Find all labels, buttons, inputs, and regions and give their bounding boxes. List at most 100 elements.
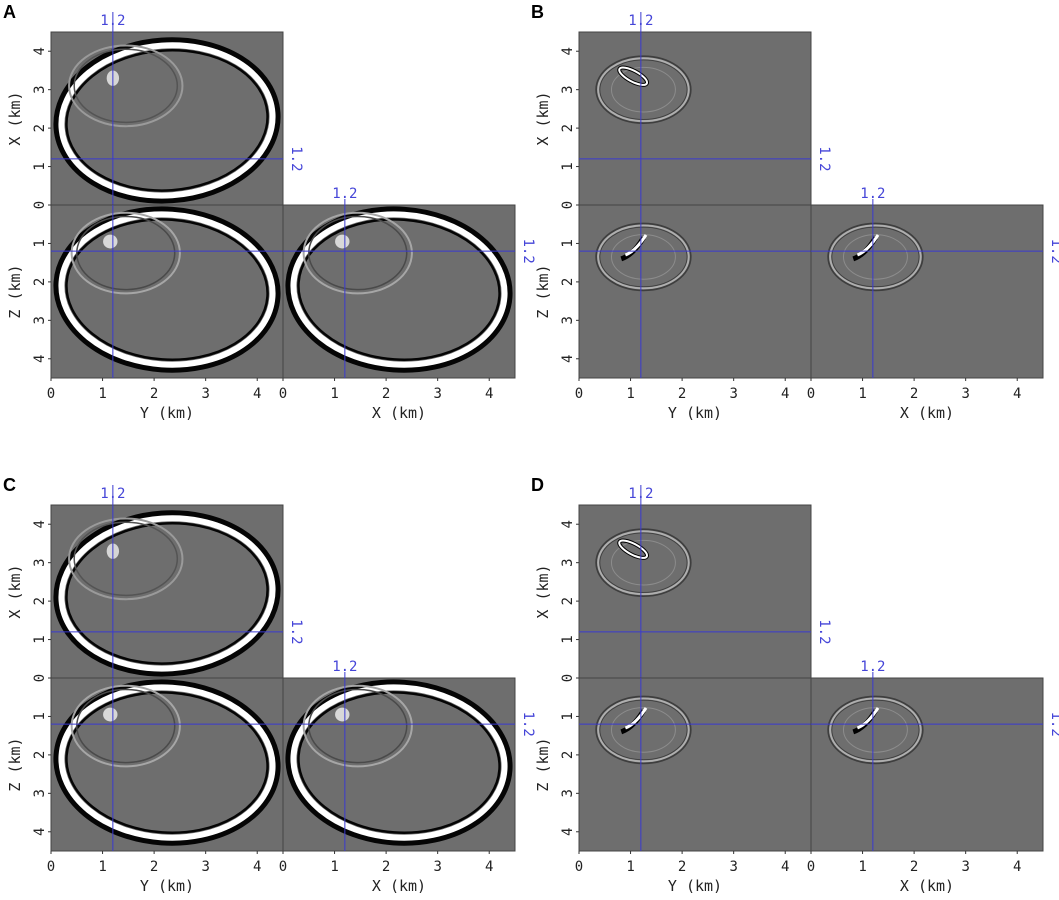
- tick-label-bottom-left: 3: [32, 789, 48, 797]
- tick-label-y-axis: 3: [201, 859, 209, 875]
- wavefield: [827, 695, 924, 765]
- tick-label-y-axis: 3: [729, 859, 737, 875]
- axis-label-y: Y (km): [140, 404, 194, 422]
- panel-b-bottom-right-slice: [810, 199, 1044, 379]
- tick-label-x-axis: 3: [961, 386, 969, 402]
- tick-label-top-left: 1: [32, 162, 48, 170]
- wavefield: [285, 206, 513, 373]
- axis-label-top-vertical: X (km): [534, 564, 552, 618]
- panel-d: D 0 1 2 3 4 1 2 3 4 0 1 2 3 4 0 1 2 3 4 X (km) Z (km) Y (km) X …: [531, 475, 1059, 895]
- slice-label-right-bottom: 1.2: [1048, 711, 1059, 736]
- tick-label-x-axis: 2: [382, 859, 390, 875]
- tick-label-top-left: 3: [32, 85, 48, 93]
- tick-label-bottom-left: 1: [560, 712, 576, 720]
- axis-label-y: Y (km): [668, 877, 722, 895]
- tick-label-x-axis: 1: [330, 386, 338, 402]
- panel-a-bottom-right-slice: [282, 199, 516, 379]
- panel-d-bottom-right-slice: [810, 672, 1044, 852]
- tick-label-bottom-left: 4: [32, 355, 48, 363]
- tick-label-y-axis: 1: [626, 386, 634, 402]
- tick-label-top-left: 2: [560, 597, 576, 605]
- axis-label-top-vertical: X (km): [6, 91, 24, 145]
- panel-a: A 0 1 2 3 4 1 2 3 4 0 1 2 3 4 0 1 2 3 4 X (km) Z (km) Y (km) X …: [3, 2, 536, 422]
- tick-label-top-left: 2: [32, 597, 48, 605]
- tick-label-y-axis: 4: [253, 859, 261, 875]
- axis-label-top-vertical: X (km): [534, 91, 552, 145]
- tick-label-bottom-left: 2: [560, 751, 576, 759]
- slice-label-right-bottom: 1.2: [520, 238, 536, 263]
- tick-label-top-left: 2: [32, 124, 48, 132]
- tick-label-bottom-left: 2: [560, 278, 576, 286]
- tick-label-top-left: 1: [560, 635, 576, 643]
- tick-label-top-left: 4: [32, 47, 48, 55]
- tick-label-y-axis: 2: [150, 859, 158, 875]
- axis-label-x: X (km): [372, 404, 426, 422]
- tick-label-y-axis: 2: [678, 859, 686, 875]
- axis-label-y: Y (km): [668, 404, 722, 422]
- tick-label-y-axis: 0: [47, 386, 55, 402]
- axis-label-x: X (km): [372, 877, 426, 895]
- tick-label-bottom-left: 2: [32, 751, 48, 759]
- tick-label-x-axis: 4: [1013, 386, 1021, 402]
- panel-letter: A: [3, 2, 16, 22]
- slice-label-top: 1.2: [100, 486, 125, 502]
- tick-label-y-axis: 4: [253, 386, 261, 402]
- slice-label-right-top: 1.2: [816, 146, 832, 171]
- tick-label-x-axis: 3: [433, 386, 441, 402]
- panel-c-top-slice: [50, 485, 284, 679]
- tick-label-y-axis: 4: [781, 859, 789, 875]
- tick-label-x-axis: 2: [910, 859, 918, 875]
- tick-label-x-axis: 4: [1013, 859, 1021, 875]
- panel-d-bottom-left-slice: [578, 677, 812, 852]
- tick-label-top-left: 2: [560, 124, 576, 132]
- slice-label-top: 1.2: [628, 486, 653, 502]
- panel-letter: D: [531, 475, 544, 495]
- slice-label-middle: 1.2: [860, 186, 885, 202]
- tick-label-x-axis: 0: [807, 386, 815, 402]
- slice-label-top: 1.2: [628, 13, 653, 29]
- tick-label-bottom-left: 4: [560, 355, 576, 363]
- tick-label-x-axis: 0: [279, 859, 287, 875]
- tick-label-bottom-left: 3: [32, 316, 48, 324]
- wavefield: [595, 55, 692, 124]
- tick-label-bottom-left: 2: [32, 278, 48, 286]
- tick-label-y-axis: 0: [47, 859, 55, 875]
- tick-label-bottom-left: 4: [560, 828, 576, 836]
- tick-label-top-left: 0: [560, 674, 576, 682]
- slice-label-middle: 1.2: [332, 659, 357, 675]
- tick-label-y-axis: 1: [98, 386, 106, 402]
- tick-label-top-left: 0: [32, 674, 48, 682]
- tick-label-y-axis: 1: [626, 859, 634, 875]
- tick-label-top-left: 1: [560, 162, 576, 170]
- panel-b: B 0 1 2 3 4 1 2 3 4 0 1 2 3 4 0 1 2 3 4 X (km) Z (km) Y (km) X …: [531, 2, 1059, 422]
- wavefield: [53, 679, 281, 846]
- tick-label-y-axis: 2: [150, 386, 158, 402]
- tick-label-x-axis: 0: [279, 386, 287, 402]
- tick-label-x-axis: 3: [433, 859, 441, 875]
- axis-label-x: X (km): [900, 877, 954, 895]
- axis-label-depth: Z (km): [534, 737, 552, 791]
- tick-label-y-axis: 2: [678, 386, 686, 402]
- tick-label-top-left: 4: [32, 520, 48, 528]
- panel-c-bottom-left-slice: [50, 677, 284, 852]
- slice-label-middle: 1.2: [332, 186, 357, 202]
- axis-label-top-vertical: X (km): [6, 564, 24, 618]
- panel-letter: B: [531, 2, 544, 22]
- tick-label-x-axis: 4: [485, 859, 493, 875]
- slice-label-right-bottom: 1.2: [1048, 238, 1059, 263]
- tick-label-x-axis: 0: [807, 859, 815, 875]
- axis-label-depth: Z (km): [6, 737, 24, 791]
- panel-letter: C: [3, 475, 16, 495]
- tick-label-y-axis: 0: [575, 859, 583, 875]
- tick-label-y-axis: 1: [98, 859, 106, 875]
- tick-label-y-axis: 4: [781, 386, 789, 402]
- tick-label-x-axis: 3: [961, 859, 969, 875]
- slice-label-middle: 1.2: [860, 659, 885, 675]
- axis-label-x: X (km): [900, 404, 954, 422]
- slice-label-right-bottom: 1.2: [520, 711, 536, 736]
- tick-label-bottom-left: 1: [32, 239, 48, 247]
- wavefield: [595, 528, 692, 597]
- panel-b-bottom-left-slice: [578, 204, 812, 379]
- tick-label-top-left: 3: [32, 558, 48, 566]
